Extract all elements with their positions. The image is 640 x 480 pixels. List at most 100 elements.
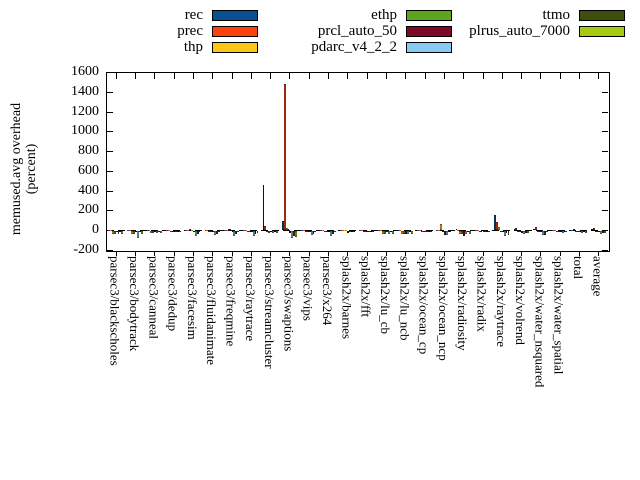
y-tick-label: 1200 [71, 103, 99, 119]
bar-rec [494, 215, 497, 231]
y-tick-mark-left [107, 131, 113, 133]
x-tick-label: parsec3/freqmine [223, 256, 239, 347]
bar-pdarc_v4_2_2 [580, 231, 583, 233]
bar-pdarc_v4_2_2 [503, 231, 506, 237]
x-tick-mark-bottom [559, 252, 561, 256]
bar-prcl_auto_50 [173, 231, 176, 232]
bar-prec [283, 83, 286, 231]
bar-plrus_auto_7000 [333, 231, 336, 233]
legend-item: pdarc_v4_2_2 [230, 39, 452, 55]
bar-ttmo [428, 231, 431, 232]
bar-thp [536, 231, 539, 232]
x-tick-label: splash2x/lu_ncb [397, 256, 413, 341]
bar-plrus_auto_7000 [526, 231, 529, 234]
bar-prec [496, 222, 498, 231]
x-tick-mark-bottom [424, 252, 426, 256]
bar-prcl_auto_50 [192, 231, 195, 232]
x-tick-mark-bottom [385, 252, 387, 256]
bar-ttmo [138, 231, 141, 233]
bar-ttmo [409, 231, 411, 233]
bar-pdarc_v4_2_2 [252, 231, 255, 236]
legend-swatch [212, 25, 258, 37]
bar-plrus_auto_7000 [159, 231, 162, 233]
bar-ttmo [447, 231, 450, 233]
x-tick-mark-top [212, 73, 214, 79]
x-tick-label: splash2x/ocean_cp [416, 256, 432, 355]
bar-thp [324, 231, 327, 232]
x-tick-mark-top [501, 73, 503, 79]
bar-ethp [596, 231, 599, 233]
bar-plrus_auto_7000 [372, 231, 375, 232]
bar-thp [227, 229, 230, 231]
bar-ethp [557, 231, 560, 233]
y-tick-label: 0 [92, 222, 99, 238]
bar-prec [322, 229, 325, 231]
bar-pdarc_v4_2_2 [407, 231, 410, 235]
x-tick-mark-bottom [443, 252, 445, 256]
bar-prec [187, 229, 190, 231]
bar-ttmo [544, 231, 547, 235]
bar-ethp [577, 231, 580, 233]
y-axis-label-line2: (percent) [24, 143, 39, 195]
bar-ethp [113, 231, 116, 234]
y-tick-mark-left [107, 190, 113, 192]
bar-thp [517, 231, 520, 233]
x-tick-label: parsec3/facesim [184, 256, 200, 340]
bar-pdarc_v4_2_2 [291, 231, 294, 239]
x-tick-mark-top [482, 73, 484, 79]
bar-rec [397, 229, 400, 231]
bar-rec [532, 228, 535, 231]
x-tick-mark-top [134, 73, 136, 79]
bar-ttmo [119, 231, 122, 232]
bar-pdarc_v4_2_2 [329, 231, 332, 236]
y-tick-mark-left [107, 210, 113, 212]
bar-rec [455, 228, 458, 231]
bar-ethp [519, 231, 522, 233]
bar-prcl_auto_50 [347, 231, 350, 234]
x-tick-mark-bottom [115, 252, 117, 256]
bar-prcl_auto_50 [115, 231, 118, 232]
bar-prcl_auto_50 [598, 231, 601, 233]
bar-plrus_auto_7000 [256, 231, 259, 234]
legend-label: plrus_auto_7000 [469, 23, 570, 39]
bar-prec [476, 229, 479, 231]
x-tick-mark-top [385, 73, 387, 79]
y-tick-mark-right [602, 190, 608, 192]
bar-pdarc_v4_2_2 [368, 231, 371, 233]
bar-pdarc_v4_2_2 [214, 231, 216, 236]
bar-thp [131, 231, 134, 235]
legend-item: thp [40, 39, 258, 55]
bar-ethp [190, 229, 193, 231]
x-tick-label: splash2x/raytrace [493, 256, 509, 347]
bar-rec [185, 229, 188, 231]
bar-pdarc_v4_2_2 [136, 231, 139, 238]
bar-plrus_auto_7000 [237, 231, 240, 233]
x-tick-label: splash2x/water_spatial [551, 256, 567, 375]
x-tick-mark-top [598, 73, 600, 79]
x-tick-mark-bottom [540, 252, 542, 256]
bar-pdarc_v4_2_2 [523, 231, 525, 234]
bar-thp [401, 231, 404, 235]
bar-pdarc_v4_2_2 [600, 231, 603, 234]
x-tick-mark-top [521, 73, 523, 79]
bar-prcl_auto_50 [443, 231, 446, 236]
bar-plrus_auto_7000 [179, 231, 182, 232]
bar-prec [303, 229, 305, 231]
bar-prec [554, 229, 556, 231]
x-tick-mark-top [289, 73, 291, 79]
bar-pdarc_v4_2_2 [310, 231, 313, 236]
legend-swatch [406, 9, 452, 21]
legend-swatch [579, 9, 625, 21]
y-tick-mark-left [107, 151, 113, 153]
x-tick-mark-top [347, 73, 349, 79]
x-tick-mark-top [366, 73, 368, 79]
x-tick-label: parsec3/bodytrack [126, 256, 142, 352]
bar-thp [498, 226, 500, 231]
bar-prcl_auto_50 [134, 231, 137, 232]
x-tick-mark-bottom [308, 252, 310, 256]
bar-rec [108, 229, 110, 231]
bar-ethp [210, 231, 213, 232]
bar-ethp [287, 228, 290, 231]
legend-swatch [212, 9, 258, 21]
x-tick-mark-top [308, 73, 310, 79]
